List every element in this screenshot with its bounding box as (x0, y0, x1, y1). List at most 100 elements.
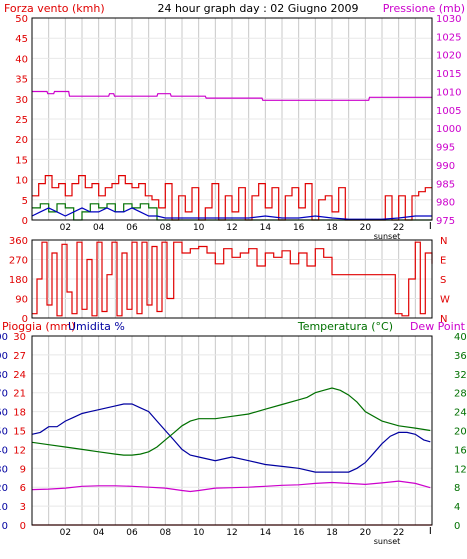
pressure-line (32, 90, 432, 101)
compass-label: W (440, 295, 450, 306)
sunset-label: sunset (374, 537, 401, 546)
compass-label: N (440, 236, 447, 247)
humidity-axis-title: Umidita % (68, 320, 125, 333)
series-layer (31, 90, 433, 526)
humidity-tick-label: 50 (0, 427, 8, 438)
temperature-tick-label: 40 (454, 332, 467, 343)
wind-tick-label: 50 (15, 14, 28, 25)
humidity-tick-label: 100 (0, 332, 8, 343)
rain-tick-label: 18 (13, 408, 26, 419)
direction-tick-label: 180 (9, 275, 28, 286)
dewpoint-axis-title: Dew Point (410, 320, 466, 333)
wind-tick-label: 5 (22, 196, 28, 207)
x-tick-label: 18 (326, 223, 338, 233)
x-tick-label: 22 (393, 528, 404, 538)
x-tick-label: 08 (160, 223, 172, 233)
wind_avg-line (31, 207, 432, 220)
direction-tick-label: 270 (9, 256, 28, 267)
wind-tick-label: 30 (15, 95, 28, 106)
x-tick-label: 02 (60, 223, 71, 233)
compass-label: S (440, 275, 446, 286)
pressure-tick-label: 990 (436, 161, 455, 172)
compass-label: N (440, 314, 447, 325)
wind-tick-label: 15 (15, 155, 28, 166)
humidity-tick-label: 90 (0, 351, 8, 362)
rain-axis-title: Pioggia (mm) (2, 320, 75, 333)
rain-tick-label: 30 (13, 332, 26, 343)
rain-tick-label: 0 (20, 521, 26, 532)
rain-tick-label: 27 (13, 351, 26, 362)
x-tick-label: 14 (260, 528, 272, 538)
wind-tick-label: 45 (15, 34, 28, 45)
x-tick-label: 22 (393, 223, 404, 233)
pressure-tick-label: 1015 (436, 69, 461, 80)
temperature-tick-label: 36 (454, 351, 467, 362)
x-tick-label: 12 (226, 528, 237, 538)
humidity-tick-label: 40 (0, 445, 8, 456)
pressure-axis-title: Pressione (mb) (383, 2, 465, 15)
rain-tick-label: 9 (20, 464, 26, 475)
panel-frame (31, 335, 433, 526)
direction-line (32, 241, 433, 317)
humidity-tick-label: 60 (0, 408, 8, 419)
temperature-tick-label: 32 (454, 370, 467, 381)
rain-tick-label: 15 (13, 427, 26, 438)
pressure-tick-label: 1025 (436, 32, 461, 43)
wind-tick-label: 40 (15, 54, 28, 65)
compass-label: E (440, 256, 446, 267)
x-tick-label: 02 (60, 528, 71, 538)
x-tick-label: 16 (293, 528, 305, 538)
x-tick-label: 20 (360, 223, 372, 233)
wind-axis-title: Forza vento (kmh) (4, 2, 105, 15)
x-tick-label: 16 (293, 223, 305, 233)
direction-tick-label: 0 (22, 314, 28, 325)
direction-tick-label: 360 (9, 236, 28, 247)
panel-frame (31, 17, 433, 221)
dewpoint-line (31, 480, 431, 493)
rain-tick-label: 24 (13, 370, 26, 381)
temperature-tick-label: 20 (454, 427, 467, 438)
humidity-line (31, 403, 431, 473)
pressure-tick-label: 1000 (436, 124, 461, 135)
wind-tick-label: 35 (15, 75, 28, 86)
temperature-tick-label: 28 (454, 389, 467, 400)
sunset-label: sunset (374, 232, 401, 241)
rain-tick-label: 6 (20, 483, 26, 494)
direction-tick-label: 90 (15, 295, 28, 306)
pressure-tick-label: 1030 (436, 14, 461, 25)
x-tick-label: 12 (226, 223, 237, 233)
graph-title: 24 hour graph day : 02 Giugno 2009 (157, 2, 358, 15)
temperature-tick-label: 8 (454, 483, 460, 494)
x-tick-label: 04 (93, 528, 105, 538)
rain-tick-label: 12 (13, 445, 26, 456)
rain-tick-label: 3 (20, 502, 26, 513)
panel-frame (31, 239, 433, 319)
temperature-tick-label: 24 (454, 408, 467, 419)
temperature-tick-label: 12 (454, 464, 467, 475)
pressure-tick-label: 1005 (436, 106, 461, 117)
temperature-tick-label: 0 (454, 521, 460, 532)
wind-tick-label: 0 (22, 216, 28, 227)
temperature-axis-title: Temperatura (°C) (297, 320, 393, 333)
wind-tick-label: 25 (15, 115, 28, 126)
rain-tick-label: 21 (13, 389, 26, 400)
temperature-line (31, 387, 431, 456)
humidity-tick-label: 30 (0, 464, 8, 475)
humidity-tick-label: 80 (0, 370, 8, 381)
humidity-tick-label: 0 (2, 521, 8, 532)
temperature-tick-label: 16 (454, 445, 467, 456)
temperature-tick-label: 4 (454, 502, 460, 513)
x-tick-label: 08 (160, 528, 172, 538)
x-tick-label: 06 (126, 223, 138, 233)
x-tick-label: 14 (260, 223, 272, 233)
x-tick-label: 20 (360, 528, 372, 538)
pressure-tick-label: 975 (436, 216, 455, 227)
pressure-tick-label: 985 (436, 179, 455, 190)
x-tick-label: 04 (93, 223, 105, 233)
wind-tick-label: 20 (15, 135, 28, 146)
pressure-tick-label: 1010 (436, 87, 461, 98)
x-tick-label: 06 (126, 528, 138, 538)
x-tick-label: 10 (193, 223, 205, 233)
